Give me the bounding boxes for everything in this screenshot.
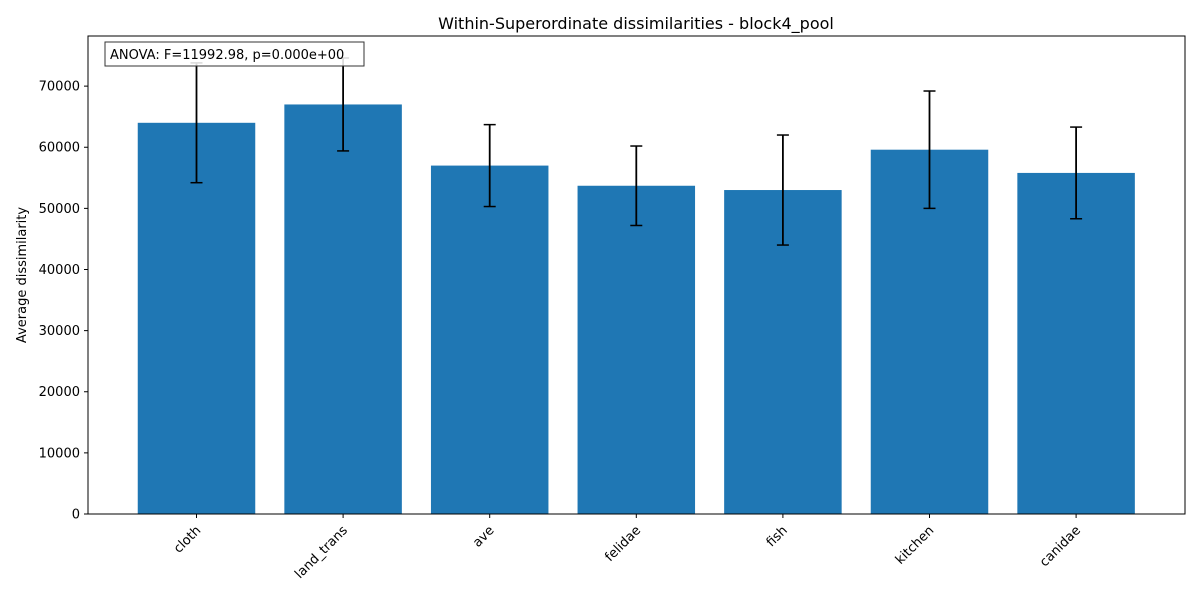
x-tick-label-fish: fish	[764, 523, 791, 550]
x-tick-label-land_trans: land_trans	[292, 523, 351, 582]
chart-title: Within-Superordinate dissimilarities - b…	[438, 14, 834, 34]
y-axis-label: Average dissimilarity	[15, 207, 30, 343]
y-tick-label: 50000	[39, 202, 80, 217]
error-bar-felidae	[630, 145, 643, 227]
anova-annotation: ANOVA: F=11992.98, p=0.000e+00	[104, 41, 365, 67]
error-bar-fish	[776, 134, 789, 246]
bar-kitchen	[870, 149, 989, 514]
y-tick-label: 40000	[39, 263, 80, 278]
bar-land_trans	[284, 104, 402, 514]
plot-frame	[87, 35, 1186, 515]
y-tick-label: 10000	[39, 446, 80, 461]
x-tick-label-felidae: felidae	[602, 523, 644, 565]
error-bar-ave	[483, 123, 496, 208]
bars-group	[137, 104, 1135, 515]
x-axis: cloth land_trans ave felidae fish kitchen cani…	[171, 514, 1084, 582]
annotation-text: ANOVA: F=11992.98, p=0.000e+00	[110, 48, 344, 63]
x-tick-label-canidae: canidae	[1037, 523, 1084, 570]
x-tick-label-ave: ave	[470, 523, 497, 550]
bar-ave	[430, 165, 549, 514]
bar-canidae	[1017, 172, 1135, 514]
y-tick-label: 30000	[39, 324, 80, 339]
x-tick-label-cloth: cloth	[171, 523, 204, 556]
annotation-box	[104, 41, 365, 67]
bar-felidae	[577, 185, 696, 515]
y-tick-label: 0	[72, 508, 80, 523]
y-tick-label: 70000	[39, 80, 80, 95]
y-axis: 0 10000 20000 30000 40000 50000 60000 70000	[39, 80, 88, 523]
error-bar-canidae	[1070, 126, 1083, 220]
bar-cloth	[137, 122, 256, 515]
error-bar-kitchen	[923, 90, 936, 210]
y-tick-label: 20000	[39, 385, 80, 400]
x-tick-label-kitchen: kitchen	[893, 523, 937, 567]
y-tick-label: 60000	[39, 141, 80, 156]
